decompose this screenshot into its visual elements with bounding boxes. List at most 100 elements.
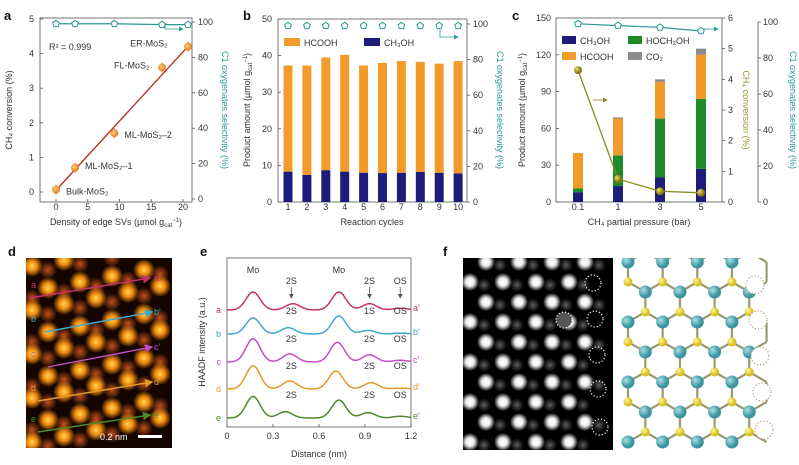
legend-swatch-0 xyxy=(562,36,576,44)
y-tick-label: 0 xyxy=(546,197,551,207)
s-atom-spot xyxy=(510,358,524,372)
peak-label: 2S xyxy=(286,361,297,371)
mo-atom-spot xyxy=(494,393,512,411)
data-point-4 xyxy=(184,42,193,51)
y3-tick-label: 40 xyxy=(763,125,773,135)
conversion-line xyxy=(577,69,702,194)
line-start-label: a xyxy=(31,280,36,290)
peak-label: OS xyxy=(394,361,407,371)
x-tick-label: 0.6 xyxy=(313,431,326,441)
s-atom xyxy=(675,367,685,377)
peak-label: OS xyxy=(394,306,407,316)
y-axis-label: Product amount (µmol gcat−1) xyxy=(517,53,529,167)
bar-segment-0-1 xyxy=(613,186,623,202)
x-tick-label: 0.1 xyxy=(572,202,585,212)
mo-atom xyxy=(621,375,635,389)
mo-atom-spot xyxy=(26,343,43,365)
bar-segment-2-5 xyxy=(696,54,706,99)
bar-hcooh-4 xyxy=(340,54,350,172)
profile-line-c xyxy=(47,344,154,368)
bar-ch3oh-7 xyxy=(396,172,406,202)
s-atom-spot xyxy=(526,298,540,312)
y-tick-label: 0 xyxy=(267,197,272,207)
s-atom-spot xyxy=(71,431,89,448)
selectivity-marker-6 xyxy=(378,21,387,30)
y-tick-label: 1 xyxy=(29,152,34,162)
s-atom-spot xyxy=(576,398,590,412)
line-start-label: b xyxy=(31,314,36,324)
x-tick-label: 5 xyxy=(85,202,90,212)
legend-swatch-1 xyxy=(628,36,642,44)
mo-atom-spot xyxy=(85,375,107,397)
scale-bar xyxy=(138,435,162,438)
s-atom xyxy=(675,427,685,437)
s-atom xyxy=(658,397,668,407)
y2-tick-label: 2 xyxy=(728,136,733,146)
legend-label-0: CH₃OH xyxy=(580,36,610,46)
s-atom-spot xyxy=(135,419,153,437)
mo-atom xyxy=(690,258,704,269)
mo-atom xyxy=(708,345,722,359)
mo-atom xyxy=(656,258,670,269)
mo-atom xyxy=(621,315,635,329)
y-tick-label: 120 xyxy=(536,50,551,60)
bar-segment-3-1 xyxy=(613,117,623,119)
mo-atom-spot xyxy=(463,433,479,450)
x-tick-label: 0 xyxy=(224,431,229,441)
mo-atom-spot xyxy=(101,353,123,375)
vacancy-marker xyxy=(750,346,770,366)
s-atom-spot xyxy=(477,318,491,332)
x-tick-label: 8 xyxy=(418,202,423,212)
peak-label: OS xyxy=(394,334,407,344)
mo-atom-spot xyxy=(53,293,75,315)
s-atom-spot xyxy=(543,358,557,372)
selectivity-marker-1 xyxy=(71,19,79,28)
bar-segment-2-3 xyxy=(655,81,665,119)
data-point-3 xyxy=(158,63,167,72)
selectivity-marker-3 xyxy=(158,20,166,28)
atom-spots xyxy=(463,258,606,450)
conversion-marker-1 xyxy=(614,174,622,183)
s-atom-spot xyxy=(103,337,121,355)
x-tick-label: 6 xyxy=(380,202,385,212)
mo-atom-spot xyxy=(543,373,561,391)
panel-c-chart: Product amount (µmol gcat−1) CH₄ convers… xyxy=(517,13,798,227)
profile-curve-e xyxy=(226,395,412,419)
x-tick-label: 5 xyxy=(698,202,703,212)
mo-atom-spot xyxy=(85,287,107,309)
panel-label-a: a xyxy=(4,8,12,23)
scale-bar-label: 0.2 nm xyxy=(100,432,128,442)
y2-tick-label: 60 xyxy=(473,90,483,100)
mo-atom-spot xyxy=(510,373,528,391)
s-atom-spot xyxy=(576,358,590,372)
s-atom-spot xyxy=(543,278,557,292)
line-end-label: e′ xyxy=(154,410,161,420)
peak-label-mo: Mo xyxy=(333,265,346,275)
profile-start-label: d xyxy=(216,384,221,394)
y2-axis-label: C1 oxygenates selectivity (%) xyxy=(495,51,505,169)
data-point-1 xyxy=(71,163,80,172)
mo-atom xyxy=(638,345,652,359)
mo-atom-spot xyxy=(26,387,43,409)
selectivity-marker-3 xyxy=(321,21,330,30)
bar-ch3oh-8 xyxy=(415,171,425,202)
peak-label: 2S xyxy=(364,334,375,344)
s-atom-spot xyxy=(526,378,540,392)
s-atom xyxy=(623,337,633,347)
y-tick-label: 40 xyxy=(262,51,272,61)
s-atom xyxy=(640,367,650,377)
mo-atom-spot xyxy=(37,365,59,387)
bar-hcooh-10 xyxy=(453,61,463,174)
profile-line-e xyxy=(37,411,152,433)
mo-atom-spot xyxy=(510,413,528,431)
mo-atom-spot xyxy=(149,319,171,341)
bar-ch3oh-5 xyxy=(359,172,369,202)
line-end-label: b′ xyxy=(154,307,161,317)
s-atom xyxy=(640,307,650,317)
profile-curve-c xyxy=(226,337,412,363)
mo-atom-spot xyxy=(527,313,545,331)
mo-atom-spot xyxy=(543,333,561,351)
peak-label-mo: Mo xyxy=(247,265,260,275)
peak-label: OS xyxy=(394,276,407,286)
s-atom xyxy=(727,337,737,347)
